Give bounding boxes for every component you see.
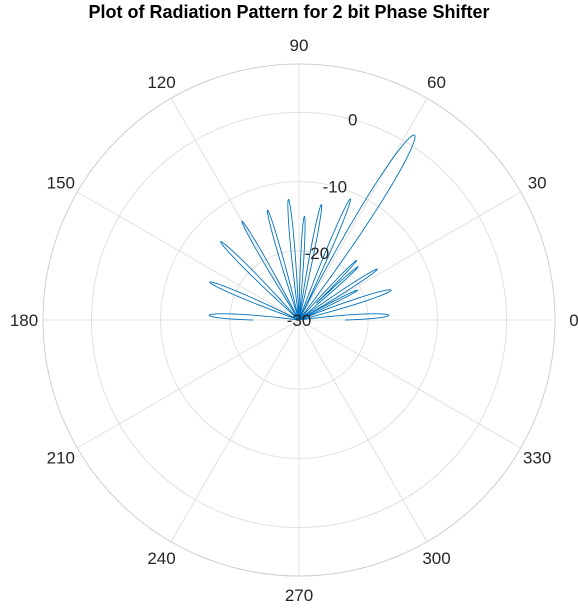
- theta-tick-label: 300: [422, 549, 450, 568]
- theta-tick-label: 180: [10, 311, 38, 330]
- r-tick-label: -30: [287, 311, 312, 330]
- theta-tick-label: 60: [427, 73, 446, 92]
- range-ring: [229, 250, 369, 390]
- theta-tick-label: 30: [528, 174, 547, 193]
- theta-tick-label: 90: [290, 36, 309, 55]
- range-ring: [90, 111, 508, 529]
- r-tick-label: -20: [305, 244, 330, 263]
- spoke-120: [170, 98, 300, 321]
- theta-tick-label: 270: [285, 586, 313, 605]
- theta-tick-label: 120: [147, 73, 175, 92]
- theta-tick-label: 240: [147, 549, 175, 568]
- theta-tick-label: 330: [523, 449, 551, 468]
- tick-labels: 0 30 60 90 120 150 180 210 240 270 300 330 -30 -20 -10…: [10, 36, 578, 605]
- spoke-210: [77, 319, 300, 449]
- r-tick-label: -10: [323, 177, 348, 196]
- spoke-30: [298, 191, 521, 321]
- theta-tick-label: 210: [47, 449, 75, 468]
- theta-tick-label: 150: [47, 174, 75, 193]
- chart-title: Plot of Radiation Pattern for 2 bit Phas…: [88, 2, 490, 22]
- spoke-150: [77, 191, 300, 321]
- spoke-330: [298, 319, 521, 449]
- spoke-240: [170, 319, 300, 542]
- range-ring: [160, 181, 438, 459]
- r-tick-label: 0: [348, 111, 357, 130]
- theta-tick-label: 0: [569, 311, 578, 330]
- outer-ring: [42, 63, 556, 577]
- radiation-pattern-line: [208, 134, 416, 321]
- polar-grid: [42, 63, 556, 577]
- spoke-300: [298, 319, 428, 542]
- spoke-60: [298, 98, 428, 321]
- plot-area: [208, 134, 416, 321]
